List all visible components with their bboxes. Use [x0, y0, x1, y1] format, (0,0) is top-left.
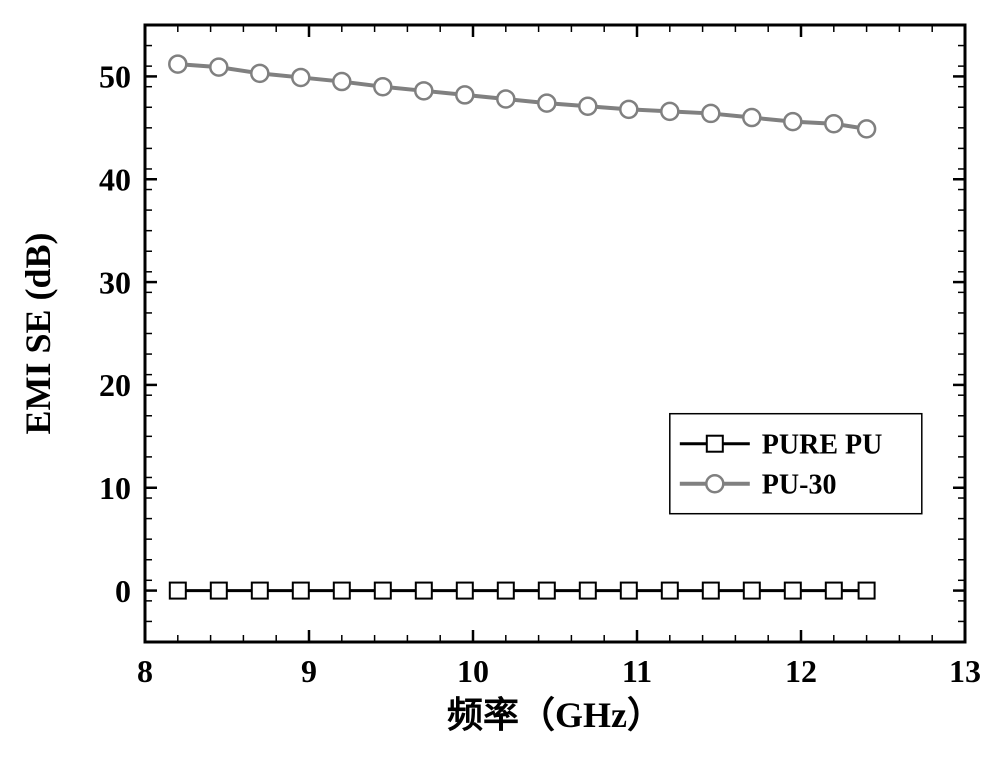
legend-label: PURE PU	[762, 430, 883, 461]
emi-se-chart: 8 9 10 11 12 13 0 10 20 30 40 50 频率（GHz） EMI SE (dB) P…	[0, 0, 1000, 757]
y-tick-label: 30	[99, 264, 131, 300]
x-tick-label: 12	[785, 653, 817, 689]
x-tick-label: 11	[622, 653, 652, 689]
legend: PURE PU PU-30	[670, 414, 922, 514]
legend-label: PU-30	[762, 470, 837, 501]
y-tick-label: 10	[99, 470, 131, 506]
x-tick-label: 13	[949, 653, 981, 689]
x-tick-label: 8	[137, 653, 153, 689]
chart-container: 8 9 10 11 12 13 0 10 20 30 40 50 频率（GHz） EMI SE (dB) P…	[0, 0, 1000, 757]
plot-border	[145, 25, 965, 642]
y-tick-label: 40	[99, 161, 131, 197]
y-tick-label: 0	[115, 573, 131, 609]
y-tick-label: 50	[99, 59, 131, 95]
x-tick-label: 10	[457, 653, 489, 689]
x-axis-label: 频率（GHz）	[447, 695, 663, 735]
y-tick-label: 20	[99, 367, 131, 403]
y-axis-label: EMI SE (dB)	[18, 232, 58, 434]
x-tick-label: 9	[301, 653, 317, 689]
